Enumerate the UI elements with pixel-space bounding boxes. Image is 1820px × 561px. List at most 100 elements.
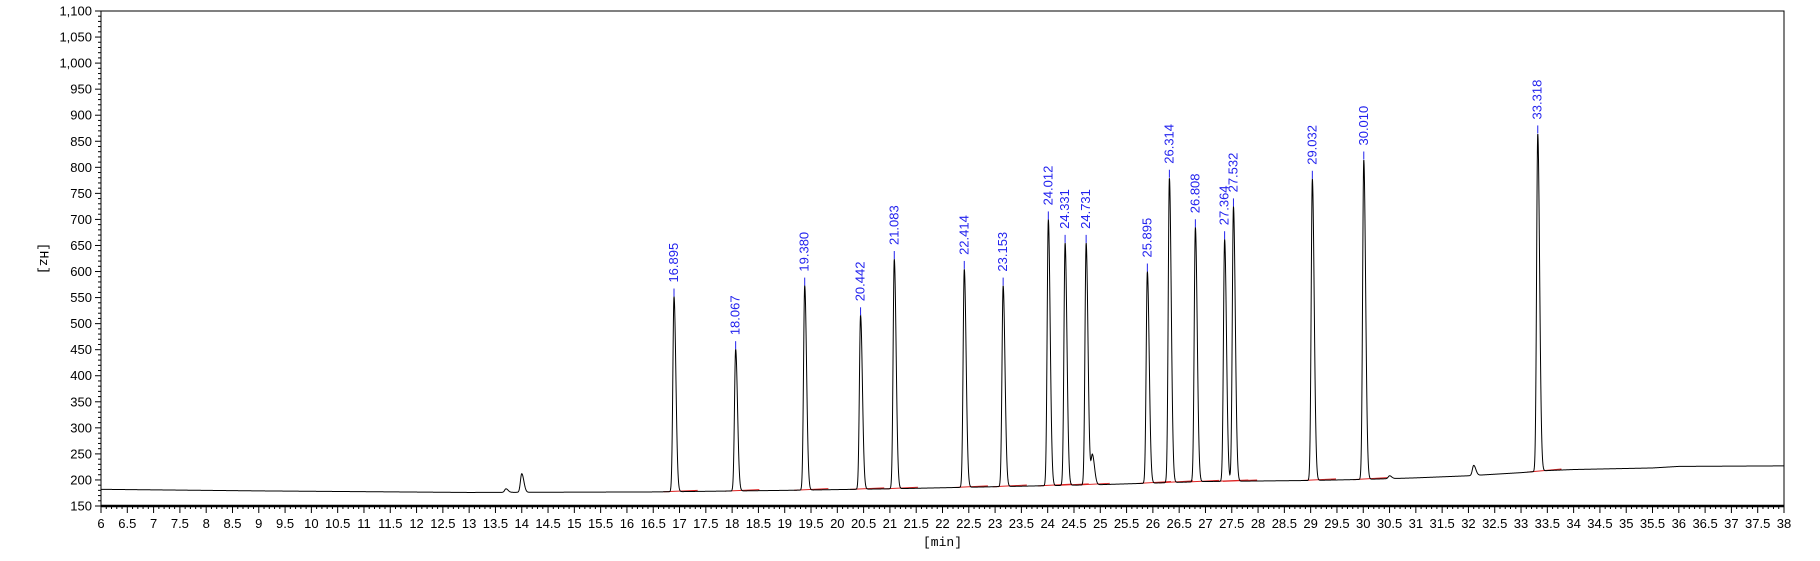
x-tick-label: 29.5 <box>1324 516 1349 531</box>
y-axis-title: [Hz] <box>36 243 51 274</box>
x-tick-label: 12.5 <box>430 516 455 531</box>
x-tick-label: 14.5 <box>535 516 560 531</box>
x-tick-label: 8.5 <box>223 516 241 531</box>
x-axis-title: [min] <box>923 535 962 550</box>
y-tick-label: 350 <box>70 394 92 409</box>
x-tick-label: 18.5 <box>746 516 771 531</box>
x-tick-label: 24 <box>1040 516 1054 531</box>
peak-label: 29.032 <box>1304 125 1319 165</box>
y-tick-label: 300 <box>70 420 92 435</box>
peak-label: 22.414 <box>956 215 971 255</box>
x-tick-label: 7.5 <box>171 516 189 531</box>
y-tick-label: 150 <box>70 499 92 514</box>
peak-label: 19.380 <box>797 232 812 272</box>
y-tick-label: 1,100 <box>59 4 92 19</box>
y-tick-label: 200 <box>70 472 92 487</box>
x-tick-label: 13 <box>462 516 476 531</box>
signal-trace <box>101 133 1784 493</box>
x-tick-label: 27.5 <box>1219 516 1244 531</box>
y-tick-label: 450 <box>70 342 92 357</box>
x-tick-label: 17.5 <box>693 516 718 531</box>
x-tick-label: 36.5 <box>1692 516 1717 531</box>
peak-label: 21.083 <box>886 205 901 245</box>
x-tick-label: 21.5 <box>904 516 929 531</box>
peak-label: 18.067 <box>728 295 743 335</box>
peak-label: 30.010 <box>1356 106 1371 146</box>
y-tick-label: 550 <box>70 290 92 305</box>
x-tick-label: 28.5 <box>1272 516 1297 531</box>
x-tick-label: 11 <box>357 516 371 531</box>
y-tick-label: 750 <box>70 186 92 201</box>
x-tick-label: 38 <box>1777 516 1791 531</box>
x-tick-label: 16.5 <box>641 516 666 531</box>
peak-label: 27.364 <box>1217 185 1232 225</box>
x-tick-label: 34.5 <box>1587 516 1612 531</box>
y-tick-label: 900 <box>70 108 92 123</box>
x-tick-label: 6 <box>97 516 104 531</box>
x-tick-label: 32.5 <box>1482 516 1507 531</box>
x-tick-label: 34 <box>1566 516 1580 531</box>
x-tick-label: 29 <box>1303 516 1317 531</box>
x-tick-label: 11.5 <box>378 516 402 531</box>
x-tick-label: 26.5 <box>1167 516 1192 531</box>
x-tick-label: 19 <box>777 516 791 531</box>
x-tick-label: 27 <box>1198 516 1212 531</box>
peak-label: 24.012 <box>1040 166 1055 206</box>
peak-label: 25.895 <box>1139 218 1154 258</box>
x-tick-label: 14 <box>515 516 529 531</box>
x-tick-label: 8 <box>203 516 210 531</box>
x-tick-label: 15.5 <box>588 516 613 531</box>
y-tick-label: 800 <box>70 160 92 175</box>
x-tick-label: 32 <box>1461 516 1475 531</box>
baseline-layer <box>663 468 1562 493</box>
x-tick-label: 25 <box>1093 516 1107 531</box>
y-tick-label: 700 <box>70 212 92 227</box>
y-tick-label: 850 <box>70 134 92 149</box>
x-tick-label: 16 <box>620 516 634 531</box>
peak-label: 20.442 <box>853 262 868 302</box>
y-tick-label: 400 <box>70 368 92 383</box>
x-tick-label: 19.5 <box>798 516 823 531</box>
x-tick-label: 35.5 <box>1640 516 1665 531</box>
peak-label: 24.331 <box>1057 189 1072 229</box>
x-tick-label: 20 <box>830 516 844 531</box>
x-tick-label: 26 <box>1146 516 1160 531</box>
x-tick-label: 22.5 <box>956 516 981 531</box>
peak-label: 33.318 <box>1530 80 1545 120</box>
y-tick-label: 500 <box>70 316 92 331</box>
y-tick-label: 650 <box>70 238 92 253</box>
y-tick-label: 1,000 <box>59 56 92 71</box>
x-tick-label: 15 <box>567 516 581 531</box>
x-tick-label: 35 <box>1619 516 1633 531</box>
x-tick-label: 7 <box>150 516 157 531</box>
x-tick-label: 25.5 <box>1114 516 1139 531</box>
x-tick-label: 24.5 <box>1061 516 1086 531</box>
peak-label: 24.731 <box>1078 189 1093 229</box>
x-tick-label: 17 <box>672 516 686 531</box>
x-tick-label: 18 <box>725 516 739 531</box>
x-tick-label: 28 <box>1251 516 1265 531</box>
y-tick-label: 250 <box>70 446 92 461</box>
x-tick-label: 21 <box>883 516 897 531</box>
x-tick-label: 36 <box>1672 516 1686 531</box>
peak-labels: 16.895 18.067 19.380 20.442 21.083 22.414 23.1… <box>666 80 1545 350</box>
peak-label: 26.808 <box>1187 173 1202 213</box>
y-tick-label: 950 <box>70 82 92 97</box>
y-tick-label: 1,050 <box>59 30 92 45</box>
x-tick-label: 20.5 <box>851 516 876 531</box>
x-tick-label: 23.5 <box>1009 516 1034 531</box>
peak-label: 16.895 <box>666 243 681 283</box>
x-tick-label: 33 <box>1514 516 1528 531</box>
x-tick-label: 13.5 <box>483 516 508 531</box>
y-tick-label: 600 <box>70 264 92 279</box>
x-tick-label: 9.5 <box>276 516 294 531</box>
x-axis: 6 6.5 7 7.5 8 8.5 9 9.5 10 10.5 11 11.5 12 12.5 13 13.5… <box>97 504 1791 531</box>
x-tick-label: 31 <box>1409 516 1423 531</box>
peak-label: 26.314 <box>1161 124 1176 164</box>
x-tick-label: 31.5 <box>1429 516 1454 531</box>
x-tick-label: 37 <box>1724 516 1738 531</box>
x-tick-label: 10.5 <box>325 516 350 531</box>
peak-label: 27.532 <box>1225 153 1240 193</box>
x-tick-label: 6.5 <box>118 516 136 531</box>
